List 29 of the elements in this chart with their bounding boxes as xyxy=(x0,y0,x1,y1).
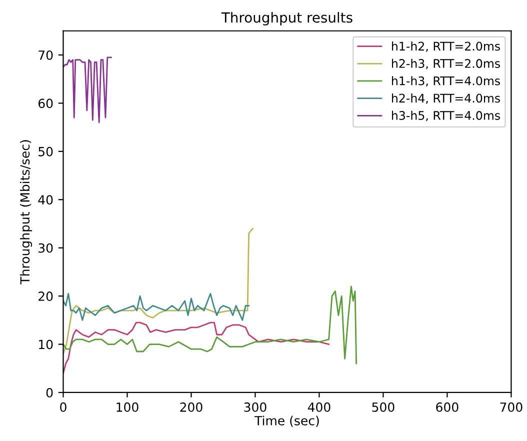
y-tick-label: 10 xyxy=(38,340,53,350)
legend-label: h1-h2, RTT=2.0ms xyxy=(392,41,500,52)
y-tick-label: 60 xyxy=(38,98,53,108)
y-tick-label: 50 xyxy=(38,146,53,156)
y-tick-label: 40 xyxy=(38,195,53,205)
x-tick-label: 100 xyxy=(116,402,138,412)
y-axis-title: Throughput (Mbits/sec) xyxy=(20,140,32,284)
line-series xyxy=(63,56,112,124)
legend-label: h3-h5, RTT=4.0ms xyxy=(392,110,500,122)
x-tick-label: 500 xyxy=(372,402,394,412)
y-tick-label: 20 xyxy=(38,292,53,301)
line-series xyxy=(63,228,254,355)
line-series xyxy=(63,286,358,364)
y-tick-label: 30 xyxy=(38,243,53,253)
line-series xyxy=(63,322,330,374)
x-tick-label: 200 xyxy=(180,402,202,412)
legend-label: h1-h3, RTT=4.0ms xyxy=(392,76,500,86)
legend-label: h2-h4, RTT=4.0ms xyxy=(392,93,500,104)
x-tick-label: 600 xyxy=(436,402,458,412)
x-tick-label: 400 xyxy=(308,402,330,412)
x-tick-label: 300 xyxy=(244,402,266,412)
x-tick-label: 700 xyxy=(500,402,522,412)
x-axis-title: Time (sec) xyxy=(254,416,319,427)
y-tick-label: 0 xyxy=(46,388,53,398)
x-tick-label: 0 xyxy=(60,402,66,412)
legend-label: h2-h3, RTT=2.0ms xyxy=(392,58,500,70)
line-series xyxy=(63,292,250,321)
chart-title: Throughput results xyxy=(221,12,352,26)
y-tick-label: 70 xyxy=(38,50,53,60)
